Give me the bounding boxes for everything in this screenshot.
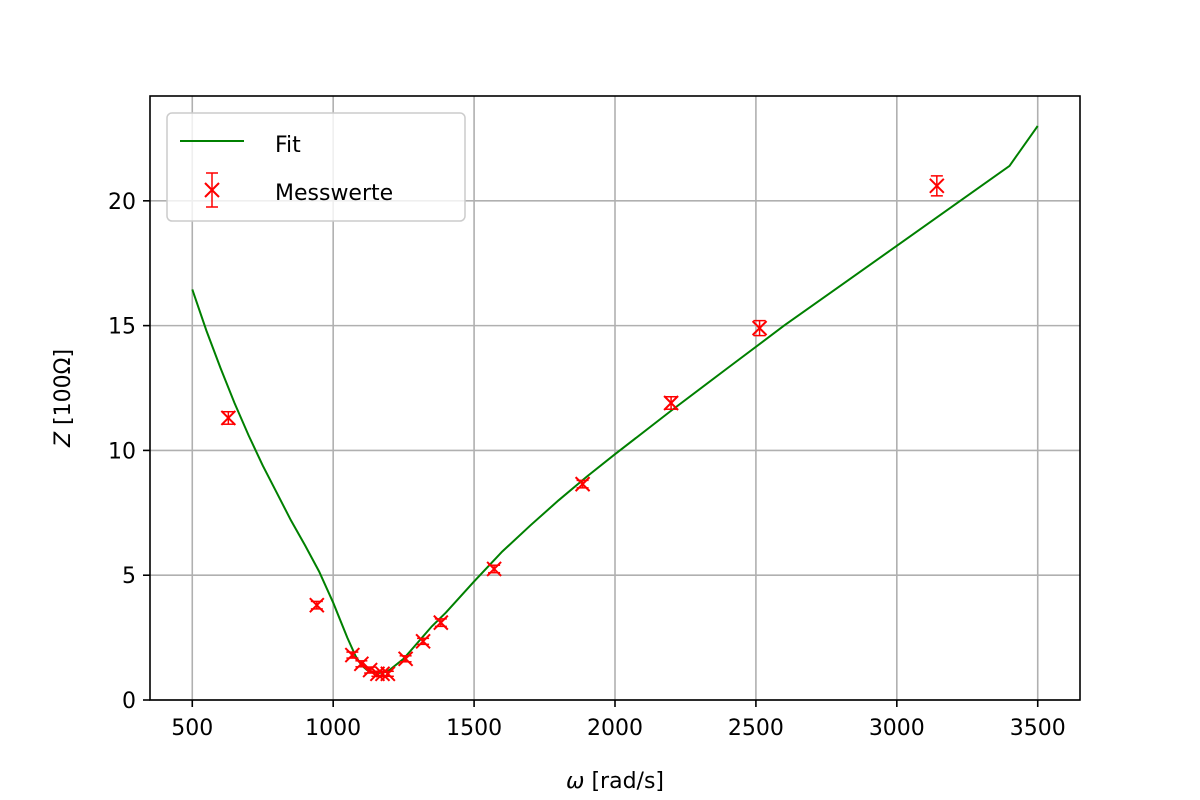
measurement-point: [486, 561, 502, 577]
marker-x: [574, 476, 591, 492]
marker-x: [380, 666, 396, 682]
measurement-point: [380, 666, 396, 682]
marker-x: [220, 410, 237, 426]
x-tick-label: 3000: [869, 716, 925, 741]
tick-marks: [143, 200, 1039, 707]
y-tick-label: 15: [108, 315, 136, 340]
x-tick-label: 500: [171, 716, 213, 741]
y-tick-label: 0: [122, 689, 136, 714]
fit-curve: [191, 125, 1039, 675]
measurement-point: [220, 410, 237, 426]
x-tick-label: 2500: [728, 716, 784, 741]
legend-measurement-swatch: [204, 172, 220, 208]
y-axis-unit: [100Ω]: [51, 349, 76, 425]
measurement-point: [663, 395, 679, 411]
marker-x: [663, 395, 679, 411]
x-tick-label: 2000: [587, 716, 643, 741]
measurement-point: [751, 319, 768, 337]
y-axis-symbol: Z: [51, 431, 76, 448]
marker-x: [353, 656, 370, 672]
y-tick-label: 5: [122, 564, 136, 589]
x-axis-symbol: ω: [566, 769, 584, 794]
measurement-point: [415, 633, 431, 650]
marker-x: [374, 666, 391, 682]
legend-fit-label: Fit: [275, 133, 301, 158]
legend-measurement-label: Messwerte: [275, 181, 393, 206]
marker-x: [397, 651, 414, 667]
marker-x: [344, 647, 361, 663]
measurement-layer: [220, 175, 945, 682]
fit-layer: [191, 125, 1039, 675]
marker-x: [751, 320, 768, 336]
measurement-point: [574, 476, 591, 492]
x-tick-label: 1500: [446, 716, 502, 741]
marker-x: [929, 178, 945, 194]
measurement-point: [353, 656, 370, 672]
measurement-point: [309, 597, 325, 613]
legend-marker-x: [204, 182, 220, 198]
measurement-point: [433, 614, 449, 631]
x-tick-label: 1000: [305, 716, 361, 741]
measurement-point: [397, 651, 414, 667]
legend: Fit Messwerte: [166, 112, 466, 222]
tick-labels: 500 1000 1500 2000 2500 3000 3500 0 5 10 15 20: [108, 190, 1066, 741]
measurement-point: [362, 662, 378, 678]
x-axis-label: ω [rad/s]: [566, 769, 664, 794]
marker-x: [309, 597, 325, 613]
x-tick-label: 3500: [1010, 716, 1066, 741]
marker-x: [415, 633, 431, 650]
y-tick-label: 20: [108, 190, 136, 215]
x-axis-unit: [rad/s]: [591, 769, 664, 794]
marker-x: [362, 662, 378, 678]
measurement-point: [929, 175, 945, 197]
y-tick-label: 10: [108, 439, 136, 464]
marker-x: [486, 561, 502, 577]
marker-x: [433, 614, 449, 631]
y-axis-label: Z [100Ω]: [51, 349, 76, 448]
